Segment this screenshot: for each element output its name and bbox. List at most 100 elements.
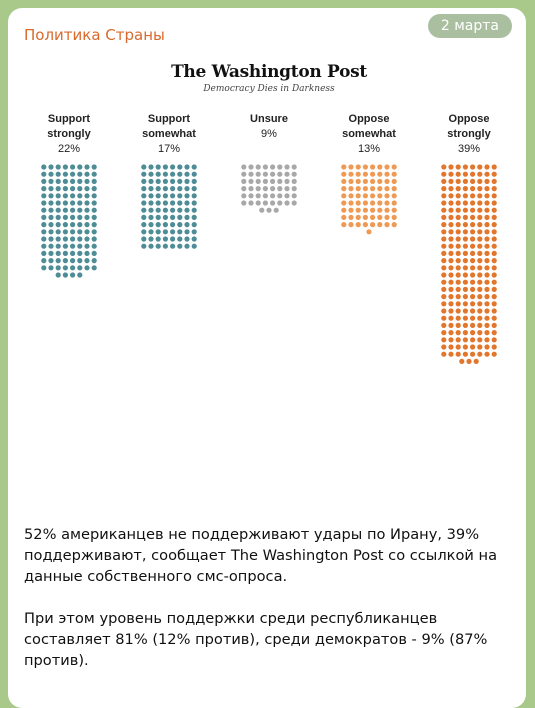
waffle-dot [462, 178, 468, 184]
waffle-dot [455, 200, 461, 206]
waffle-dot [84, 193, 90, 199]
waffle-dot [448, 222, 454, 228]
waffle-dot [484, 258, 490, 264]
waffle-dot [341, 178, 347, 184]
waffle-dot [448, 171, 454, 177]
value-label: 22% [58, 143, 80, 155]
waffle-dot [355, 164, 361, 170]
waffle-dot [148, 222, 154, 228]
waffle-dot [441, 243, 447, 249]
waffle-dot [270, 164, 276, 170]
waffle-dot [70, 200, 76, 206]
waffle-dot [170, 200, 176, 206]
waffle-dot [148, 229, 154, 235]
waffle-dot [477, 301, 483, 307]
waffle-dot [377, 207, 383, 213]
waffle-dot [341, 186, 347, 192]
waffle-dot [377, 200, 383, 206]
waffle-dot [170, 207, 176, 213]
waffle-dot [491, 214, 497, 220]
waffle-dot [462, 229, 468, 235]
waffle-dot [41, 258, 47, 264]
waffle-dot [462, 258, 468, 264]
waffle-dot [470, 222, 476, 228]
waffle-dot [484, 301, 490, 307]
waffle-dot [384, 164, 390, 170]
waffle-dot [462, 207, 468, 213]
waffle-dot [491, 222, 497, 228]
waffle-dot [55, 193, 61, 199]
waffle-dot [362, 178, 368, 184]
waffle-dot [141, 236, 147, 242]
waffle-dot [41, 164, 47, 170]
waffle-dot [462, 315, 468, 321]
waffle-dot [55, 171, 61, 177]
waffle-dot [84, 250, 90, 256]
waffle-dot [377, 178, 383, 184]
waffle-dot [448, 344, 454, 350]
waffle-dot [191, 229, 197, 235]
waffle-dot [470, 207, 476, 213]
waffle-dot [177, 243, 183, 249]
waffle-dot [291, 171, 297, 177]
channel-name[interactable]: Политика Страны [24, 26, 165, 44]
waffle-dot [70, 164, 76, 170]
waffle-dot [470, 330, 476, 336]
waffle-dot [348, 164, 354, 170]
waffle-dot [248, 164, 254, 170]
waffle-dot [470, 236, 476, 242]
waffle-dot [491, 171, 497, 177]
waffle-dot [91, 164, 97, 170]
waffle-dot [262, 200, 268, 206]
waffle-dot [148, 186, 154, 192]
waffle-dot [155, 243, 161, 249]
waffle-dot [341, 193, 347, 199]
waffle-dot [448, 243, 454, 249]
waffle-dot [362, 200, 368, 206]
category-label: Support [148, 113, 190, 125]
waffle-dot [70, 207, 76, 213]
waffle-dot [141, 164, 147, 170]
waffle-dot [355, 222, 361, 228]
waffle-dot [270, 178, 276, 184]
waffle-dot [462, 279, 468, 285]
waffle-dot [155, 178, 161, 184]
waffle-dot [462, 308, 468, 314]
waffle-dot [91, 186, 97, 192]
waffle-dot [270, 171, 276, 177]
waffle-dot [191, 222, 197, 228]
waffle-dot [248, 178, 254, 184]
waffle-dot [177, 193, 183, 199]
waffle-dot [455, 279, 461, 285]
waffle-dot [162, 229, 168, 235]
waffle-dot [477, 286, 483, 292]
waffle-dot [448, 279, 454, 285]
chart-image[interactable]: The Washington Post Democracy Dies in Da… [22, 52, 516, 510]
waffle-column [441, 164, 497, 364]
waffle-dot [55, 214, 61, 220]
waffle-dot [155, 207, 161, 213]
waffle-dot [391, 207, 397, 213]
waffle-dot [477, 214, 483, 220]
waffle-dot [470, 322, 476, 328]
waffle-dot [155, 164, 161, 170]
waffle-dot [441, 337, 447, 343]
waffle-dot [455, 294, 461, 300]
waffle-dot [91, 200, 97, 206]
waffle-dot [155, 171, 161, 177]
waffle-dot [462, 171, 468, 177]
waffle-dot [391, 171, 397, 177]
waffle-dot [91, 229, 97, 235]
waffle-dot [370, 193, 376, 199]
waffle-dot [362, 186, 368, 192]
waffle-dot [455, 301, 461, 307]
waffle-dot [191, 171, 197, 177]
waffle-dot [441, 286, 447, 292]
waffle-dot [384, 186, 390, 192]
waffle-dot [248, 200, 254, 206]
waffle-dot [91, 222, 97, 228]
waffle-dot [162, 171, 168, 177]
waffle-dot [477, 315, 483, 321]
waffle-dot [455, 265, 461, 271]
waffle-dot [348, 222, 354, 228]
